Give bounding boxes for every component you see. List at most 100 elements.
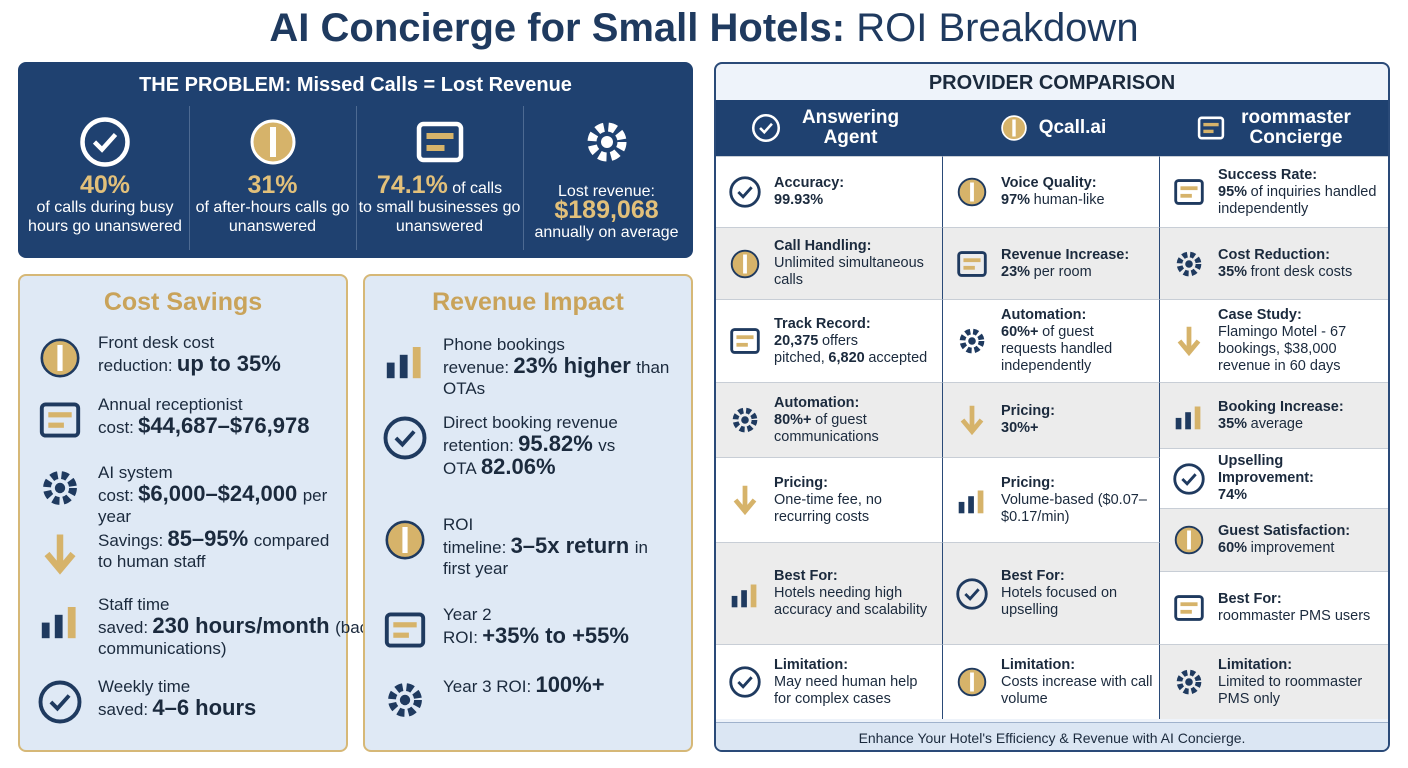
body-text: front desk costs bbox=[1250, 263, 1353, 280]
icon-wrap bbox=[75, 112, 135, 177]
value-text: 82.06% bbox=[480, 454, 556, 479]
stat-value: 74.1% of calls bbox=[357, 173, 522, 198]
stat: 31% of after-hours calls go unanswered bbox=[189, 106, 355, 250]
cell: Cost Reduction: 35% front desk costs bbox=[1160, 227, 1388, 299]
cell: Success Rate: 95% of inquiries handled ind… bbox=[1160, 156, 1388, 227]
icon bbox=[385, 520, 425, 560]
icon bbox=[250, 119, 296, 165]
body-text: improvement bbox=[1250, 540, 1335, 556]
cell-text: Automation: 80%+ of guest communications bbox=[774, 395, 936, 446]
cell-text: Track Record: 20,375 offers pitched, 6,820 a… bbox=[774, 316, 936, 367]
cell-label: Best For: bbox=[774, 568, 838, 584]
value-text: 95.82% bbox=[518, 431, 593, 456]
cell-text: Best For: roommaster PMS users bbox=[1218, 591, 1374, 625]
value-text: 20,375 bbox=[774, 332, 819, 349]
item: Year 2 ROI: +35% to +55% bbox=[379, 604, 683, 656]
icon bbox=[43, 471, 77, 505]
cell-label: Best For: bbox=[1001, 568, 1065, 584]
icon bbox=[386, 347, 421, 379]
icon bbox=[1174, 525, 1204, 555]
body-text: May need human help for complex cases bbox=[774, 673, 918, 707]
item: Front desk cost reduction: up to 35% bbox=[34, 332, 338, 384]
provider-column: Qcall.ai Voice Quality: 97% human-like Reven… bbox=[943, 100, 1160, 719]
cell-text: Pricing: One-time fee, no recurring costs bbox=[774, 475, 936, 526]
item: Savings: 85–95% compared to human staff bbox=[34, 528, 338, 580]
icon-wrap bbox=[410, 112, 470, 177]
body-text: of inquiries handled independently bbox=[1218, 183, 1377, 217]
cell-text: Call Handling: Unlimited simultaneous cal… bbox=[774, 238, 936, 289]
stat-text: of calls during busy hours go unanswered bbox=[28, 199, 182, 235]
value-text: 99.93% bbox=[774, 192, 824, 208]
item-text: Front desk cost reduction: up to 35% bbox=[98, 332, 333, 376]
icon bbox=[960, 405, 984, 436]
cell-label: Accuracy: bbox=[774, 175, 845, 191]
cell: Track Record: 20,375 offers pitched, 6,820 a… bbox=[716, 299, 943, 382]
stat-number: 74.1% bbox=[376, 171, 448, 199]
icon bbox=[730, 328, 760, 354]
cell-label: Limitation: bbox=[774, 656, 849, 673]
provider-header: Qcall.ai bbox=[943, 100, 1160, 156]
value-text: 23% higher bbox=[513, 353, 631, 378]
stat: 74.1% of calls to small businesses go una… bbox=[356, 106, 522, 250]
provider-column: Answering Agent Accuracy: 99.93% Call Handl… bbox=[716, 100, 943, 719]
icon bbox=[731, 584, 757, 607]
icon bbox=[959, 328, 985, 354]
value-text: 80%+ bbox=[774, 411, 812, 428]
item-text: ROI timeline: 3–5x return in first year bbox=[443, 514, 678, 579]
stat-value: 40% bbox=[22, 173, 188, 198]
icon bbox=[44, 534, 76, 575]
icon bbox=[384, 612, 426, 648]
icon bbox=[388, 683, 422, 717]
cell: Pricing: 30%+ bbox=[943, 382, 1160, 457]
body-text: of guest requests handled independently bbox=[1001, 324, 1113, 374]
icon bbox=[957, 667, 987, 697]
item-label: Weekly time saved: bbox=[98, 677, 191, 719]
item-text: Phone bookings revenue: 23% higher than OT… bbox=[443, 334, 678, 399]
item: Weekly time saved: 4–6 hours bbox=[34, 676, 338, 728]
item: Staff time saved:230 hours/month(backend… bbox=[34, 594, 405, 659]
stat: Lost revenue: $189,068 annually on average bbox=[523, 106, 689, 250]
cell: Best For: Hotels focused on upselling bbox=[943, 542, 1160, 644]
cell-text: Pricing: 30%+ bbox=[1001, 403, 1055, 437]
panel-heading: Cost Savings bbox=[103, 288, 263, 316]
body-text: roommaster PMS users bbox=[1218, 608, 1371, 624]
body-text: Volume-based ($0.07–$0.17/min) bbox=[1001, 491, 1147, 525]
item: Year 3 ROI: 100%+ bbox=[379, 674, 683, 726]
item-text: Staff time saved:230 hours/month(backend… bbox=[98, 594, 405, 659]
cell-label: Pricing: bbox=[774, 474, 828, 491]
stat-lead: of calls bbox=[452, 180, 503, 197]
cell-label: Automation: bbox=[1001, 307, 1087, 323]
title-rest: ROI Breakdown bbox=[856, 6, 1139, 50]
cell: Case Study: Flamingo Motel - 67 bookings,… bbox=[1160, 299, 1388, 382]
item-text: Year 2 ROI: +35% to +55% bbox=[443, 604, 678, 648]
value-text: 97% bbox=[1001, 192, 1031, 208]
stat-text: annually on average bbox=[534, 224, 679, 241]
stat-number: 31% bbox=[247, 171, 298, 199]
cell-label: Success Rate: bbox=[1218, 166, 1318, 183]
cell-label: Automation: bbox=[774, 394, 860, 411]
stat-number: $189,068 bbox=[554, 196, 659, 224]
icon bbox=[40, 338, 80, 378]
body-text: Costs increase with call volume bbox=[1001, 673, 1153, 707]
cell-label: Cost Reduction: bbox=[1218, 246, 1330, 263]
value-text: 35% bbox=[1218, 263, 1248, 280]
problem-heading: THE PROBLEM: Missed Calls = Lost Revenue bbox=[139, 74, 572, 96]
cell: Best For: roommaster PMS users bbox=[1160, 571, 1388, 644]
value-text: 74% bbox=[1218, 487, 1248, 503]
item-text: Direct booking revenue retention: 95.82% v… bbox=[443, 412, 678, 479]
body-text: human-like bbox=[1033, 192, 1105, 208]
stat-text: to small businesses go unanswered bbox=[358, 199, 521, 235]
value-text: 6,820 bbox=[828, 349, 865, 366]
body-text: vs OTA bbox=[443, 436, 616, 478]
item-label: Year 2 ROI: bbox=[443, 605, 492, 647]
icon bbox=[733, 485, 757, 516]
cell: Automation: 60%+ of guest requests handled… bbox=[943, 299, 1160, 382]
item-label: AI system cost: bbox=[98, 463, 173, 505]
comparison-panel: PROVIDER COMPARISON Enhance Your Hotel's… bbox=[714, 62, 1390, 752]
value-text: 35% bbox=[1218, 415, 1248, 432]
cell-label: Voice Quality: bbox=[1001, 175, 1097, 191]
icon bbox=[383, 416, 427, 460]
cell-label: Upselling Improvement: bbox=[1218, 453, 1314, 486]
cell: Upselling Improvement: 74% bbox=[1160, 448, 1388, 508]
provider-name: Qcall.ai bbox=[1038, 117, 1107, 138]
